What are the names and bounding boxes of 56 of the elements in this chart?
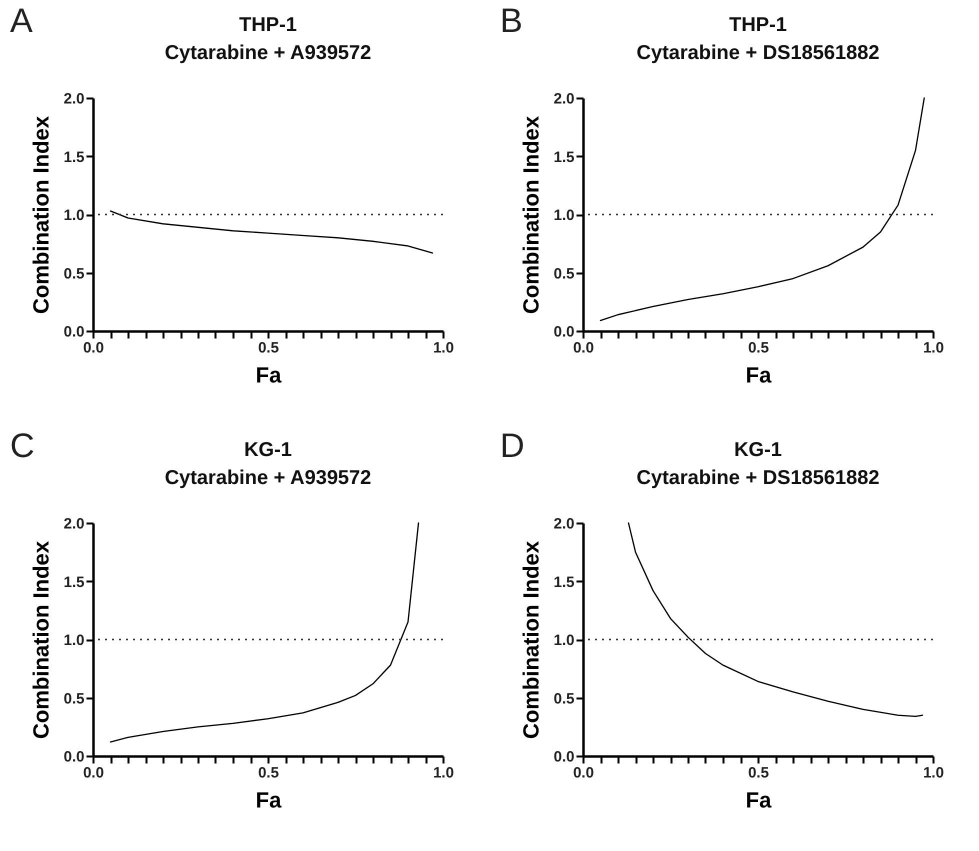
y-tick-label: 2.0 [554, 516, 574, 532]
y-tick-label: 0.5 [64, 690, 84, 708]
text: B [500, 2, 523, 41]
y-tick-label: 0.0 [554, 324, 574, 340]
text: C [10, 427, 35, 466]
chart-title: THP-1 [729, 14, 787, 36]
chart-title: KG-1 [734, 439, 782, 461]
chart-title: THP-1 [239, 14, 297, 36]
chart-subtitle: Cytarabine + A939572 [164, 42, 372, 64]
y-tick-label: 1.0 [64, 632, 84, 649]
y-tick-label: 0.5 [554, 690, 574, 708]
y-axis-title: Combination Index [518, 115, 544, 314]
chart-subtitle: Cytarabine + A939572 [164, 467, 372, 489]
chart-subtitle: Cytarabine + DS18561882 [636, 467, 880, 489]
x-tick-label: 0.0 [573, 764, 594, 782]
y-tick-label: 0.5 [64, 265, 84, 282]
y-tick-label: 2.0 [64, 90, 84, 108]
x-tick-label: 1.0 [433, 764, 454, 782]
x-axis-title: Fa [256, 362, 282, 388]
y-axis-title: Combination Index [28, 115, 54, 314]
x-axis-title: Fa [256, 788, 282, 812]
chart-title: KG-1 [244, 439, 292, 461]
line-series [110, 522, 420, 743]
y-tick-label: 1.0 [64, 207, 84, 224]
x-tick-label: 1.0 [433, 340, 454, 356]
y-tick-label: 1.5 [64, 148, 84, 166]
x-tick-label: 1.0 [923, 764, 944, 782]
text: D [500, 427, 525, 466]
x-tick-label: 0.5 [748, 340, 769, 356]
y-tick-label: 0.0 [64, 324, 84, 340]
x-tick-label: 1.0 [923, 340, 944, 356]
y-tick-label: 0.0 [554, 748, 574, 766]
y-axis-title: Combination Index [28, 540, 54, 739]
x-tick-label: 0.0 [83, 340, 104, 356]
y-tick-label: 1.0 [554, 632, 574, 649]
x-axis-title: Fa [746, 362, 772, 388]
x-tick-label: 0.0 [83, 764, 104, 782]
x-tick-label: 0.5 [748, 764, 769, 782]
y-tick-label: 0.5 [554, 265, 574, 282]
x-tick-label: 0.0 [573, 340, 594, 356]
y-tick-label: 1.5 [64, 574, 84, 591]
y-tick-label: 0.0 [64, 748, 84, 766]
x-tick-label: 0.5 [258, 764, 279, 782]
x-axis-title: Fa [746, 788, 772, 812]
chart-subtitle: Cytarabine + DS18561882 [636, 42, 880, 64]
x-tick-label: 0.5 [258, 340, 279, 356]
y-axis-title: Combination Index [518, 540, 544, 739]
y-tick-label: 2.0 [64, 516, 84, 532]
y-tick-label: 1.0 [554, 207, 574, 224]
line-series [628, 522, 924, 718]
text: A [10, 2, 33, 41]
line-series [600, 97, 925, 322]
y-tick-label: 1.5 [554, 148, 574, 166]
line-series [110, 210, 434, 254]
y-tick-label: 1.5 [554, 574, 574, 591]
y-tick-label: 2.0 [554, 90, 574, 108]
